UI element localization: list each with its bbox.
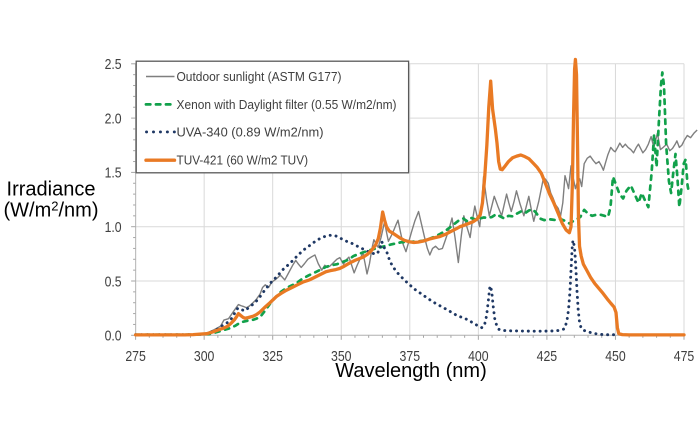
svg-text:Xenon with Daylight filter (0.: Xenon with Daylight filter (0.55 W/m2/nm… — [177, 98, 397, 112]
svg-text:350: 350 — [331, 348, 352, 365]
svg-text:375: 375 — [400, 348, 421, 365]
svg-text:300: 300 — [194, 348, 215, 365]
svg-text:1.0: 1.0 — [105, 219, 122, 236]
svg-text:275: 275 — [125, 348, 146, 365]
svg-text:1.5: 1.5 — [105, 165, 122, 182]
svg-text:Wavelength (nm): Wavelength (nm) — [335, 360, 487, 382]
svg-text:400: 400 — [468, 348, 489, 365]
svg-text:0.0: 0.0 — [105, 328, 122, 345]
svg-text:450: 450 — [605, 348, 626, 365]
svg-text:325: 325 — [262, 348, 283, 365]
svg-text:2.5: 2.5 — [105, 56, 122, 73]
svg-text:425: 425 — [537, 348, 558, 365]
svg-text:Outdoor sunlight (ASTM G177): Outdoor sunlight (ASTM G177) — [177, 70, 342, 84]
svg-text:475: 475 — [674, 348, 695, 365]
svg-text:(W/m2/nm): (W/m2/nm) — [4, 199, 99, 222]
svg-text:TUV-421 (60 W/m2 TUV): TUV-421 (60 W/m2 TUV) — [177, 154, 309, 168]
svg-text:0.5: 0.5 — [105, 273, 122, 290]
svg-text:UVA-340 (0.89 W/m2/nm): UVA-340 (0.89 W/m2/nm) — [177, 125, 324, 139]
svg-text:2.0: 2.0 — [105, 110, 122, 127]
svg-text:Irradiance: Irradiance — [7, 179, 96, 201]
